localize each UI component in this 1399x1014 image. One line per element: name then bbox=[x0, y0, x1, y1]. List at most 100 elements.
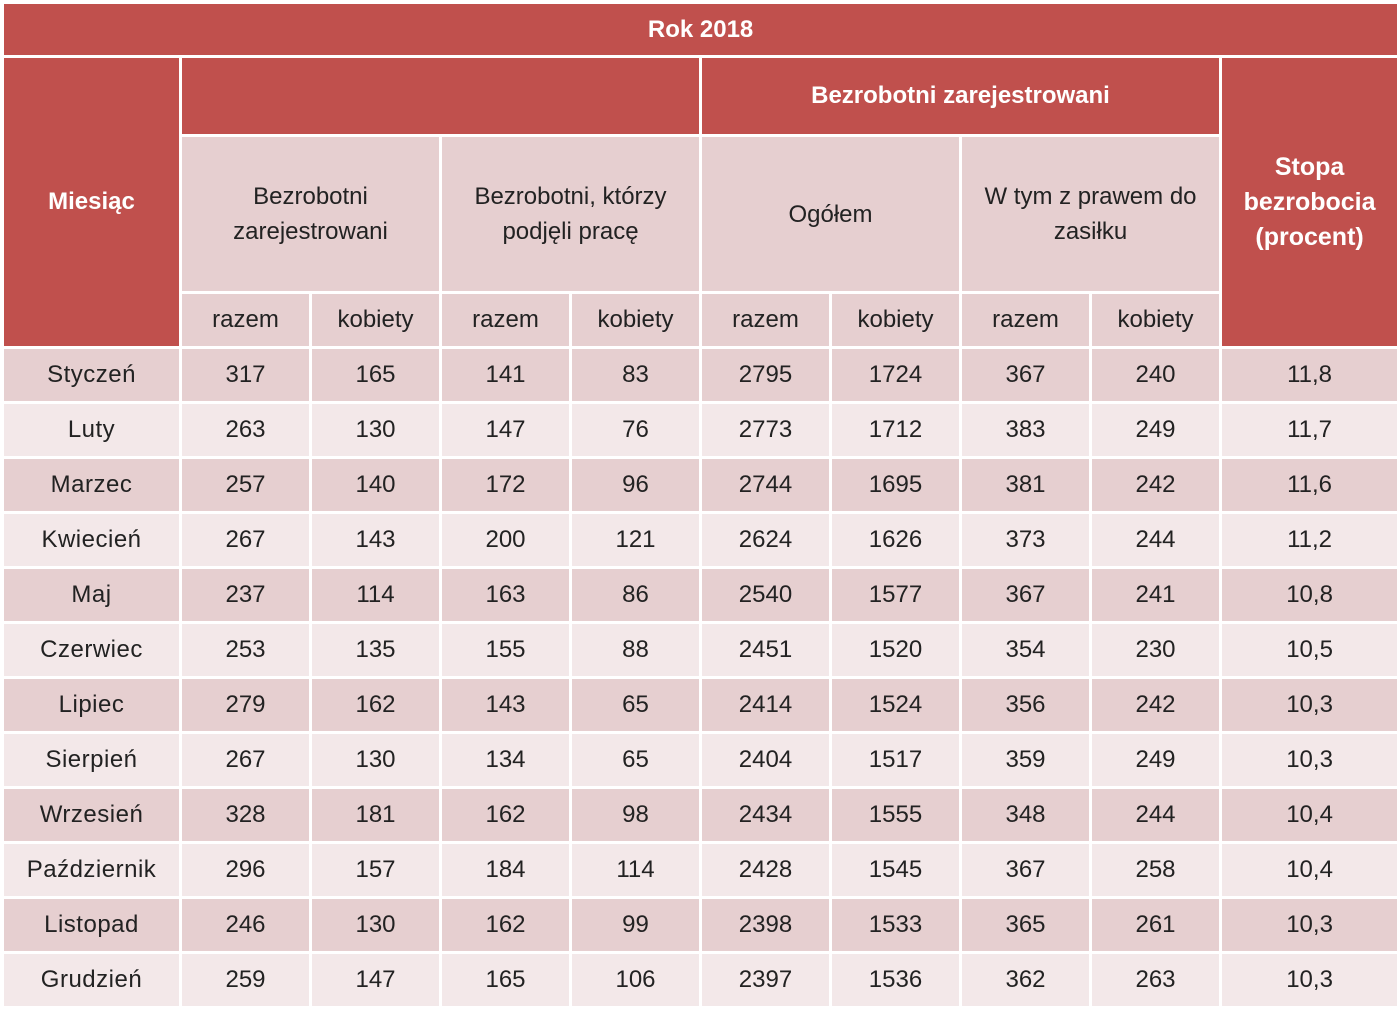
value-cell: 83 bbox=[569, 346, 702, 404]
rate-cell: 10,5 bbox=[1218, 621, 1399, 679]
value-cell: 356 bbox=[959, 676, 1092, 734]
value-cell: 240 bbox=[1089, 346, 1222, 404]
value-cell: 162 bbox=[439, 896, 572, 954]
rate-cell: 11,2 bbox=[1218, 511, 1399, 569]
value-cell: 114 bbox=[309, 566, 442, 624]
took-job-header: Bezrobotni, którzy podjęli pracę bbox=[439, 134, 702, 294]
value-cell: 134 bbox=[439, 731, 572, 789]
table-body: Styczeń 317 165 141 83 2795 1724 367 240 11,8 Luty… bbox=[1, 346, 1399, 1009]
value-cell: 2404 bbox=[699, 731, 832, 789]
total-header: Ogółem bbox=[699, 134, 962, 294]
table-row: Listopad 246 130 162 99 2398 1533 365 261 10,3 bbox=[1, 896, 1399, 954]
benefit-header: W tym z prawem do zasiłku bbox=[959, 134, 1222, 294]
month-cell: Kwiecień bbox=[1, 511, 182, 569]
value-cell: 99 bbox=[569, 896, 702, 954]
value-cell: 230 bbox=[1089, 621, 1222, 679]
value-cell: 263 bbox=[179, 401, 312, 459]
razem-header: razem bbox=[179, 291, 312, 349]
value-cell: 2451 bbox=[699, 621, 832, 679]
value-cell: 242 bbox=[1089, 676, 1222, 734]
value-cell: 181 bbox=[309, 786, 442, 844]
rate-cell: 11,7 bbox=[1218, 401, 1399, 459]
table-title: Rok 2018 bbox=[0, 1, 1399, 58]
value-cell: 162 bbox=[439, 786, 572, 844]
rate-cell: 10,3 bbox=[1218, 676, 1399, 734]
value-cell: 141 bbox=[439, 346, 572, 404]
month-cell: Lipiec bbox=[1, 676, 182, 734]
value-cell: 2434 bbox=[699, 786, 832, 844]
month-header: Miesiąc bbox=[1, 55, 182, 349]
value-cell: 367 bbox=[959, 841, 1092, 899]
rate-cell: 10,4 bbox=[1218, 786, 1399, 844]
table-row: Lipiec 279 162 143 65 2414 1524 356 242 10,3 bbox=[1, 676, 1399, 734]
value-cell: 237 bbox=[179, 566, 312, 624]
value-cell: 244 bbox=[1089, 511, 1222, 569]
value-cell: 76 bbox=[569, 401, 702, 459]
rate-cell: 11,8 bbox=[1218, 346, 1399, 404]
rate-cell: 10,3 bbox=[1218, 896, 1399, 954]
value-cell: 354 bbox=[959, 621, 1092, 679]
value-cell: 1545 bbox=[829, 841, 962, 899]
value-cell: 140 bbox=[309, 456, 442, 514]
value-cell: 114 bbox=[569, 841, 702, 899]
value-cell: 172 bbox=[439, 456, 572, 514]
month-cell: Listopad bbox=[1, 896, 182, 954]
value-cell: 259 bbox=[179, 951, 312, 1009]
value-cell: 162 bbox=[309, 676, 442, 734]
table-row: Sierpień 267 130 134 65 2404 1517 359 249 10,3 bbox=[1, 731, 1399, 789]
kobiety-header: kobiety bbox=[1089, 291, 1222, 349]
value-cell: 267 bbox=[179, 731, 312, 789]
value-cell: 147 bbox=[309, 951, 442, 1009]
value-cell: 267 bbox=[179, 511, 312, 569]
value-cell: 373 bbox=[959, 511, 1092, 569]
value-cell: 1695 bbox=[829, 456, 962, 514]
empty-group-header bbox=[179, 55, 702, 137]
rate-cell: 10,8 bbox=[1218, 566, 1399, 624]
rate-cell: 10,3 bbox=[1218, 731, 1399, 789]
value-cell: 2398 bbox=[699, 896, 832, 954]
value-cell: 348 bbox=[959, 786, 1092, 844]
value-cell: 383 bbox=[959, 401, 1092, 459]
value-cell: 2428 bbox=[699, 841, 832, 899]
value-cell: 135 bbox=[309, 621, 442, 679]
value-cell: 328 bbox=[179, 786, 312, 844]
value-cell: 1555 bbox=[829, 786, 962, 844]
value-cell: 1712 bbox=[829, 401, 962, 459]
value-cell: 2624 bbox=[699, 511, 832, 569]
value-cell: 242 bbox=[1089, 456, 1222, 514]
value-cell: 1517 bbox=[829, 731, 962, 789]
value-cell: 106 bbox=[569, 951, 702, 1009]
rate-cell: 11,6 bbox=[1218, 456, 1399, 514]
value-cell: 257 bbox=[179, 456, 312, 514]
value-cell: 155 bbox=[439, 621, 572, 679]
rate-header: Stopa bezrobocia (procent) bbox=[1218, 55, 1399, 349]
value-cell: 130 bbox=[309, 731, 442, 789]
value-cell: 381 bbox=[959, 456, 1092, 514]
value-cell: 2795 bbox=[699, 346, 832, 404]
month-cell: Czerwiec bbox=[1, 621, 182, 679]
value-cell: 2414 bbox=[699, 676, 832, 734]
razem-header: razem bbox=[439, 291, 572, 349]
value-cell: 165 bbox=[309, 346, 442, 404]
razem-header: razem bbox=[959, 291, 1092, 349]
value-cell: 367 bbox=[959, 566, 1092, 624]
table-header: Rok 2018 Miesiąc Bezrobotni zarejestrowa… bbox=[0, 1, 1399, 349]
kobiety-header: kobiety bbox=[309, 291, 442, 349]
month-cell: Styczeń bbox=[1, 346, 182, 404]
table-row: Październik 296 157 184 114 2428 1545 367 258 10,… bbox=[1, 841, 1399, 899]
table-row: Marzec 257 140 172 96 2744 1695 381 242 11,6 bbox=[1, 456, 1399, 514]
value-cell: 241 bbox=[1089, 566, 1222, 624]
value-cell: 1577 bbox=[829, 566, 962, 624]
month-cell: Maj bbox=[1, 566, 182, 624]
value-cell: 2397 bbox=[699, 951, 832, 1009]
rate-cell: 10,3 bbox=[1218, 951, 1399, 1009]
table-row: Grudzień 259 147 165 106 2397 1536 362 263 10,3 bbox=[1, 951, 1399, 1009]
value-cell: 200 bbox=[439, 511, 572, 569]
month-cell: Wrzesień bbox=[1, 786, 182, 844]
value-cell: 246 bbox=[179, 896, 312, 954]
month-cell: Sierpień bbox=[1, 731, 182, 789]
month-cell: Luty bbox=[1, 401, 182, 459]
kobiety-header: kobiety bbox=[829, 291, 962, 349]
value-cell: 367 bbox=[959, 346, 1092, 404]
value-cell: 130 bbox=[309, 896, 442, 954]
